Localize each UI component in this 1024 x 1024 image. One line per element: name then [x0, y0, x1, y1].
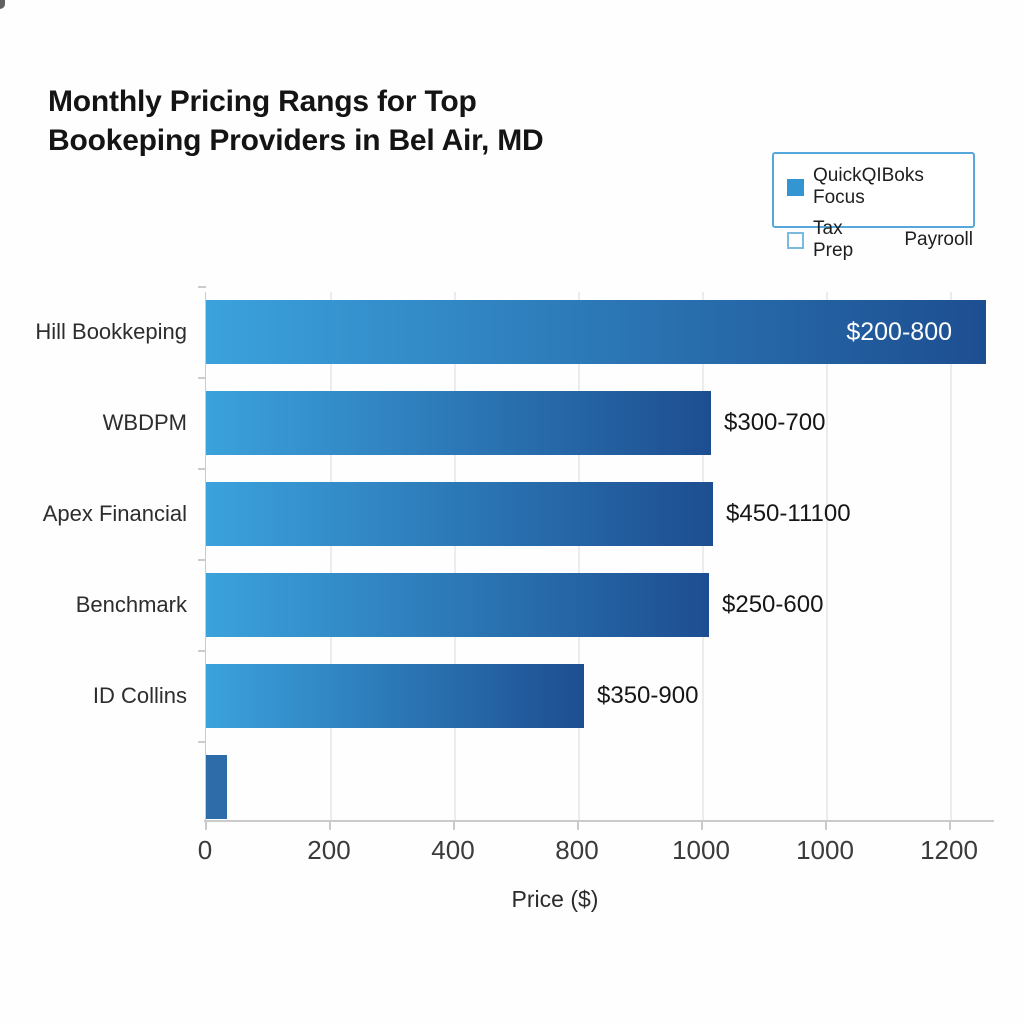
- y-axis-tick-mark: [198, 286, 206, 288]
- x-tick-label: 200: [307, 835, 351, 865]
- x-tick-mark: [453, 821, 455, 830]
- x-tick-label: 1200: [920, 835, 978, 865]
- x-tick-label: 800: [555, 835, 599, 865]
- bar-value-label: $200-800: [846, 318, 952, 346]
- bar-unlabeled: [206, 755, 227, 819]
- x-tick-label: 400: [431, 835, 475, 865]
- legend-row-2: Tax Prep Payrooll: [787, 218, 973, 262]
- gridline: [454, 292, 456, 820]
- category-label: Apex Financial: [42, 501, 187, 526]
- x-tick-mark: [825, 821, 827, 830]
- x-axis-line: [204, 820, 994, 822]
- legend-outline-swatch-icon: [787, 231, 804, 249]
- x-tick-mark: [577, 821, 579, 830]
- plot-area: $200-800 $300-700 $450-11100 $250-600 $350-9…: [198, 286, 986, 820]
- category-label: Benchmark: [75, 592, 187, 617]
- gridline: [578, 292, 580, 820]
- bar-value-label: $300-700: [724, 409, 826, 436]
- gridline: [702, 292, 704, 820]
- category-label: ID Collins: [92, 683, 187, 708]
- y-axis-tick-mark: [198, 377, 206, 379]
- x-tick-mark: [701, 821, 703, 830]
- legend-filled-swatch-icon: [787, 178, 804, 196]
- category-label: Hill Bookkeping: [35, 319, 187, 344]
- gridline: [330, 292, 332, 820]
- legend-row-1: QuickQIBoks Focus: [787, 165, 973, 209]
- legend-label-tax-prep: Tax Prep: [813, 218, 854, 261]
- x-tick-label: 1000: [672, 835, 730, 865]
- bar-hill-bookkeping: [206, 300, 986, 364]
- y-axis-tick-mark: [198, 468, 206, 470]
- y-axis-tick-mark: [198, 741, 206, 743]
- gridline: [950, 292, 952, 820]
- legend-label-quickqiboks-focus: QuickQIBoks Focus: [813, 165, 924, 208]
- bar-benchmark: [206, 573, 709, 637]
- x-axis-title: Price ($): [511, 886, 599, 912]
- x-tick-mark: [205, 821, 207, 830]
- bar-value-label: $450-11100: [726, 500, 851, 527]
- x-tick-mark: [329, 821, 331, 830]
- bar-id-collins: [206, 664, 584, 728]
- corner-artifact-mark: [0, 0, 5, 9]
- bar-apex-financial: [206, 482, 713, 546]
- legend-label-payrooll: Payrooll: [904, 229, 973, 250]
- category-label: WBDPM: [102, 410, 187, 435]
- y-axis-tick-mark: [198, 559, 206, 561]
- gridline: [826, 292, 828, 820]
- legend: QuickQIBoks Focus Tax Prep Payrooll: [772, 152, 975, 261]
- y-axis-tick-mark: [198, 650, 206, 652]
- x-tick-mark: [949, 821, 951, 830]
- x-tick-label: 0: [197, 835, 213, 865]
- bar-wbdpm: [206, 391, 711, 455]
- x-tick-label: 1000: [796, 835, 854, 865]
- bar-value-label: $350-900: [597, 682, 699, 709]
- chart-title: Monthly Pricing Rangs for Top Bookeping …: [48, 85, 544, 157]
- bar-value-label: $250-600: [722, 591, 824, 618]
